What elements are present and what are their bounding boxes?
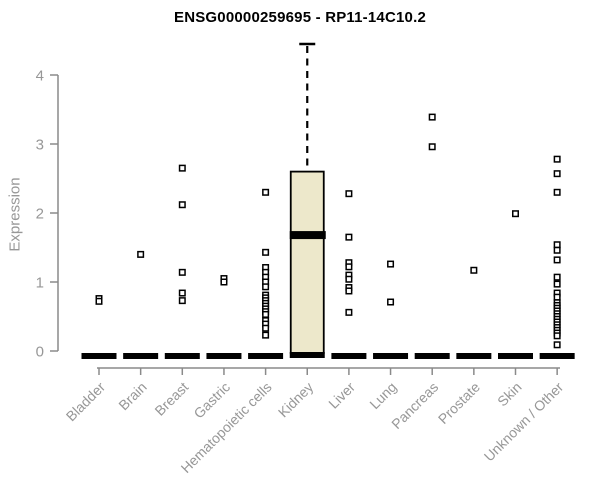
data-point-unknown-other	[553, 246, 561, 254]
category-label-brain: Brain	[115, 379, 149, 413]
zero-bar-breast	[164, 353, 200, 359]
data-point-lung	[387, 298, 395, 306]
data-point-gastric	[220, 278, 228, 286]
data-point-unknown-other	[553, 155, 561, 163]
zero-bar-brain	[123, 353, 159, 359]
y-axis-tick-label: 1	[36, 275, 44, 292]
data-point-breast	[178, 297, 186, 305]
data-point-pancreas	[428, 143, 436, 151]
data-point-hematopoietic-cells	[262, 324, 270, 332]
zero-bar-pancreas	[414, 353, 450, 359]
y-axis-tick-label: 0	[36, 344, 44, 361]
category-label-kidney: Kidney	[275, 379, 317, 421]
data-point-unknown-other	[553, 188, 561, 196]
data-point-unknown-other	[553, 170, 561, 178]
data-point-hematopoietic-cells	[262, 248, 270, 256]
data-point-unknown-other	[553, 332, 561, 340]
zero-bar-prostate	[456, 353, 492, 359]
data-point-liver	[345, 287, 353, 295]
data-point-breast	[178, 268, 186, 276]
category-label-skin: Skin	[494, 379, 525, 410]
data-point-breast	[178, 289, 186, 297]
zero-bar-lung	[373, 353, 409, 359]
zero-bar-bladder	[81, 353, 117, 359]
category-label-liver: Liver	[325, 379, 358, 412]
zero-bar-unknown-other	[539, 353, 575, 359]
data-point-skin	[512, 210, 519, 218]
data-point-liver	[345, 275, 353, 283]
data-point-unknown-other	[553, 273, 561, 281]
data-point-bladder	[95, 297, 103, 305]
category-label-unknown-other: Unknown / Other	[481, 379, 567, 465]
zero-bar-gastric	[206, 353, 242, 359]
data-point-lung	[387, 260, 395, 268]
zero-bar-liver	[331, 353, 367, 359]
data-point-brain	[137, 250, 145, 258]
y-axis-tick-label: 4	[36, 68, 44, 85]
y-axis-tick-label: 3	[36, 137, 44, 154]
category-label-breast: Breast	[151, 379, 191, 419]
box-kidney	[289, 170, 325, 354]
zero-bar-skin	[498, 353, 533, 359]
data-point-liver	[345, 233, 353, 241]
category-label-prostate: Prostate	[435, 379, 483, 427]
data-point-pancreas	[428, 113, 436, 121]
data-point-unknown-other	[553, 341, 561, 349]
data-point-liver	[345, 263, 353, 271]
y-axis-tick-label: 2	[36, 206, 44, 223]
data-point-unknown-other	[553, 256, 561, 264]
data-point-hematopoietic-cells	[262, 331, 270, 339]
data-point-hematopoietic-cells	[262, 188, 270, 196]
median-line-kidney	[289, 231, 326, 240]
data-point-unknown-other	[553, 293, 561, 301]
data-point-hematopoietic-cells	[262, 310, 270, 318]
data-point-liver	[345, 308, 353, 316]
data-point-breast	[178, 201, 186, 209]
chart-title: ENSG00000259695 - RP11-14C10.2	[173, 9, 426, 26]
data-point-hematopoietic-cells	[262, 283, 270, 291]
category-label-lung: Lung	[366, 379, 399, 412]
data-point-unknown-other	[553, 241, 561, 249]
data-point-liver	[345, 190, 353, 198]
data-point-unknown-other	[553, 280, 561, 288]
y-axis-title: Expression	[6, 177, 24, 252]
zero-bar-kidney	[289, 352, 325, 358]
data-point-breast	[178, 164, 186, 172]
data-point-prostate	[470, 266, 478, 274]
category-label-bladder: Bladder	[63, 379, 109, 425]
zero-bar-hematopoietic-cells	[248, 353, 284, 359]
